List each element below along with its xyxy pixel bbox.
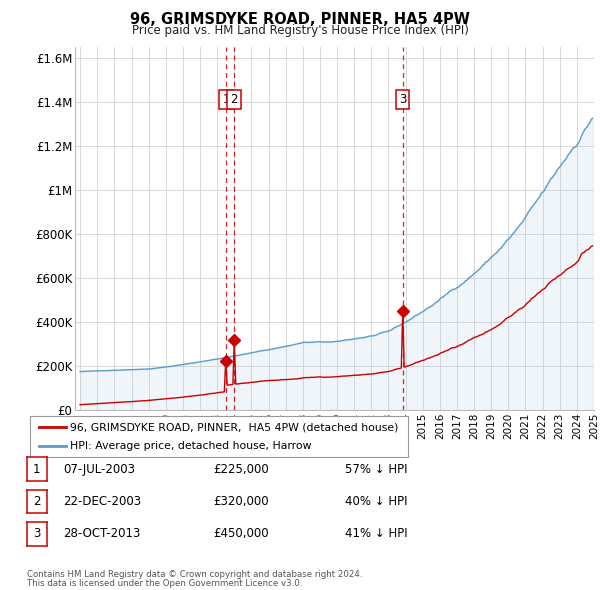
Text: £320,000: £320,000 [213,495,269,508]
Text: 3: 3 [33,527,41,540]
Text: 07-JUL-2003: 07-JUL-2003 [63,463,135,476]
Text: 96, GRIMSDYKE ROAD, PINNER, HA5 4PW: 96, GRIMSDYKE ROAD, PINNER, HA5 4PW [130,12,470,27]
Text: 2: 2 [33,495,41,508]
Text: £450,000: £450,000 [213,527,269,540]
Text: 1: 1 [223,93,230,106]
Text: 3: 3 [399,93,406,106]
Text: HPI: Average price, detached house, Harrow: HPI: Average price, detached house, Harr… [70,441,311,451]
Text: 2: 2 [230,93,238,106]
Text: 57% ↓ HPI: 57% ↓ HPI [345,463,407,476]
Text: 22-DEC-2003: 22-DEC-2003 [63,495,141,508]
Text: 41% ↓ HPI: 41% ↓ HPI [345,527,407,540]
Text: 28-OCT-2013: 28-OCT-2013 [63,527,140,540]
Text: 96, GRIMSDYKE ROAD, PINNER,  HA5 4PW (detached house): 96, GRIMSDYKE ROAD, PINNER, HA5 4PW (det… [70,422,398,432]
Text: This data is licensed under the Open Government Licence v3.0.: This data is licensed under the Open Gov… [27,579,302,588]
Text: Contains HM Land Registry data © Crown copyright and database right 2024.: Contains HM Land Registry data © Crown c… [27,570,362,579]
Text: £225,000: £225,000 [213,463,269,476]
Text: Price paid vs. HM Land Registry's House Price Index (HPI): Price paid vs. HM Land Registry's House … [131,24,469,37]
Text: 1: 1 [33,463,41,476]
Text: 40% ↓ HPI: 40% ↓ HPI [345,495,407,508]
